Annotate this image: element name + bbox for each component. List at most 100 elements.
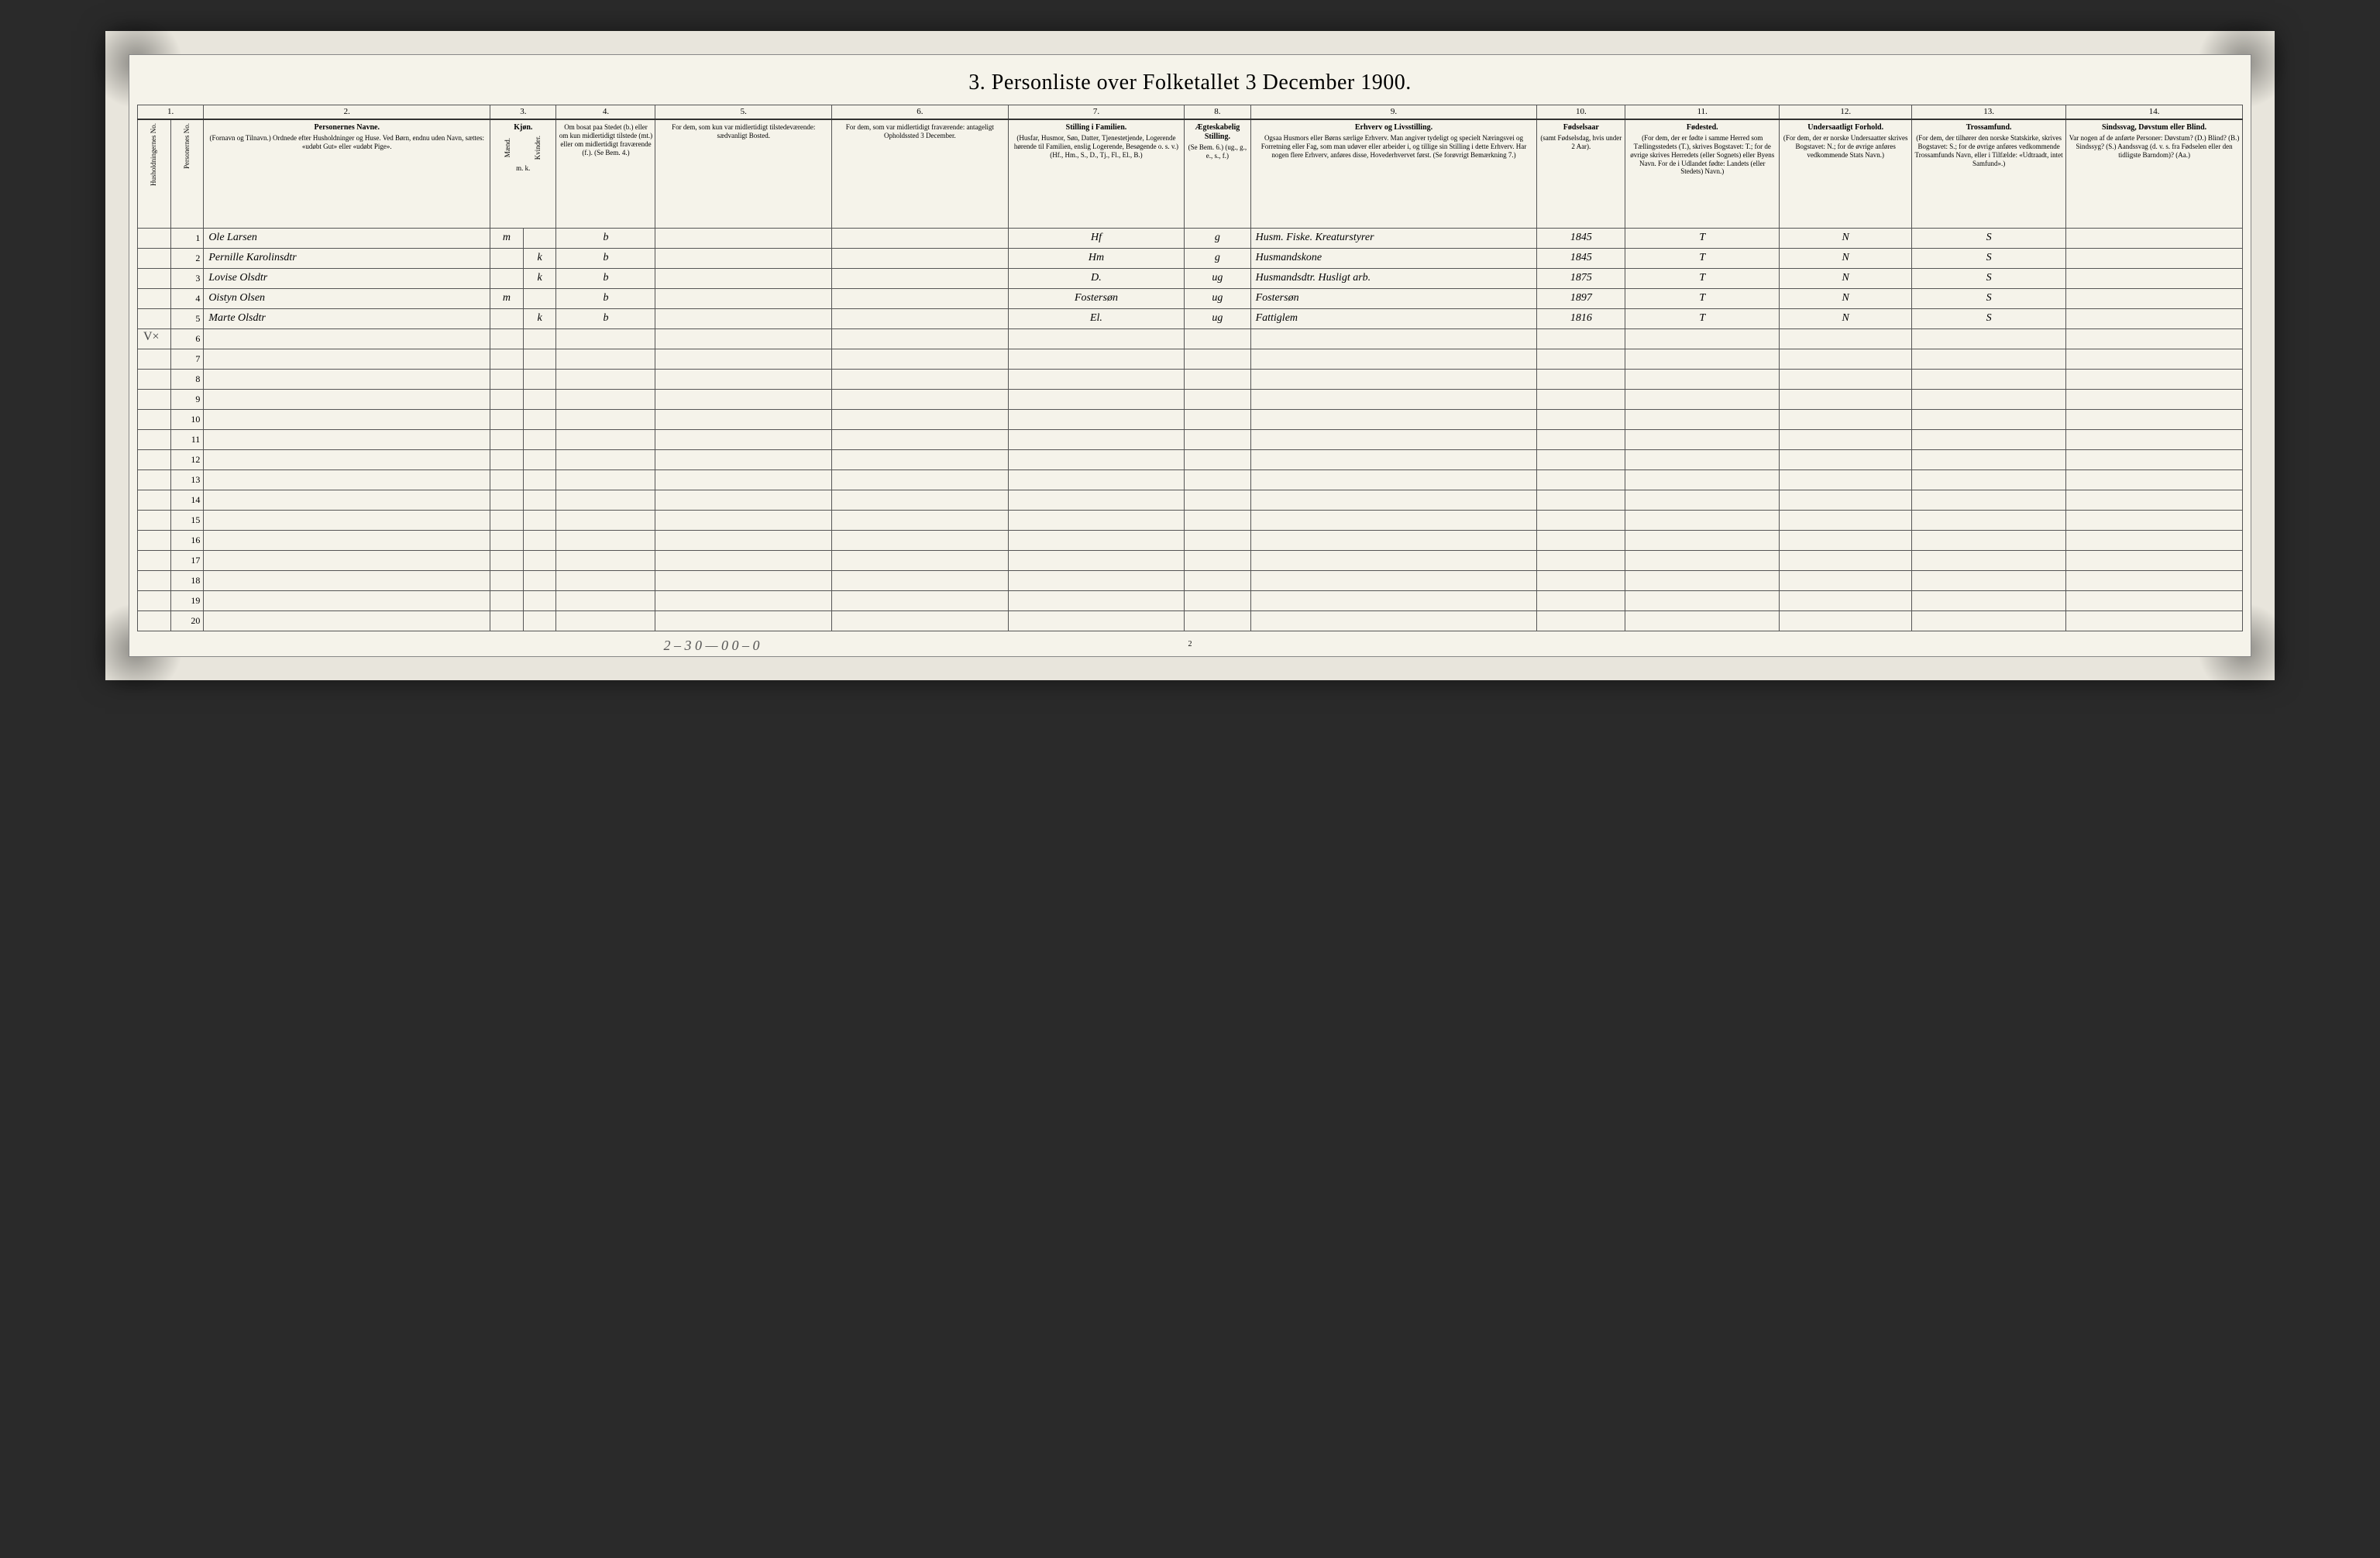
cell-household <box>138 530 171 550</box>
cell-male <box>490 248 524 268</box>
cell-person-no: 10 <box>170 409 204 429</box>
cell-disability <box>2066 288 2243 308</box>
header-names: Personernes Navne. (Fornavn og Tilnavn.)… <box>204 119 490 228</box>
cell-female: k <box>523 268 556 288</box>
col-num: 11. <box>1625 105 1780 120</box>
cell-disability <box>2066 308 2243 328</box>
cell-female: k <box>523 308 556 328</box>
header-family-position: Stilling i Familien. (Husfar, Husmor, Sø… <box>1008 119 1185 228</box>
cell-male: m <box>490 288 524 308</box>
cell-person-no: 6 <box>170 328 204 349</box>
header-household-no: Husholdningernes No. <box>138 119 171 228</box>
cell-family-pos: Hm <box>1008 248 1185 268</box>
table-row-empty: 17 <box>138 550 2243 570</box>
cell-family-pos: D. <box>1008 268 1185 288</box>
cell-temp-absent <box>832 288 1009 308</box>
header-nationality: Undersaatligt Forhold. (For dem, der er … <box>1780 119 1912 228</box>
cell-household <box>138 469 171 490</box>
cell-marital: ug <box>1185 268 1250 288</box>
census-table: 1. 2. 3. 4. 5. 6. 7. 8. 9. 10. 11. 12. 1… <box>137 105 2243 631</box>
cell-household <box>138 248 171 268</box>
table-row-empty: 20 <box>138 610 2243 631</box>
cell-person-no: 8 <box>170 369 204 389</box>
cell-household <box>138 409 171 429</box>
cell-birthyear: 1875 <box>1537 268 1625 288</box>
cell-faith: S <box>1912 248 2066 268</box>
cell-birthyear: 1897 <box>1537 288 1625 308</box>
header-sex: Kjøn. Mænd. Kvinder. m. k. <box>490 119 556 228</box>
cell-disability <box>2066 248 2243 268</box>
cell-person-no: 20 <box>170 610 204 631</box>
header-disability: Sindssvag, Døvstum eller Blind. Var noge… <box>2066 119 2243 228</box>
header-birthyear: Fødselsaar (samt Fødselsdag, hvis under … <box>1537 119 1625 228</box>
cell-person-no: 1 <box>170 228 204 248</box>
cell-household <box>138 590 171 610</box>
cell-household <box>138 228 171 248</box>
cell-person-no: 12 <box>170 449 204 469</box>
cell-person-no: 15 <box>170 510 204 530</box>
cell-occupation: Fostersøn <box>1250 288 1537 308</box>
cell-occupation: Husm. Fiske. Kreaturstyrer <box>1250 228 1537 248</box>
cell-person-no: 11 <box>170 429 204 449</box>
cell-nationality: N <box>1780 248 1912 268</box>
col-num: 13. <box>1912 105 2066 120</box>
cell-disability <box>2066 228 2243 248</box>
cell-birthyear: 1845 <box>1537 248 1625 268</box>
header-residence: Om bosat paa Stedet (b.) eller om kun mi… <box>556 119 655 228</box>
col-num: 12. <box>1780 105 1912 120</box>
header-temp-present: For dem, som kun var midlertidigt tilste… <box>655 119 832 228</box>
table-row-empty: 8 <box>138 369 2243 389</box>
table-row-empty: 15 <box>138 510 2243 530</box>
cell-marital: ug <box>1185 288 1250 308</box>
cell-temp-present <box>655 288 832 308</box>
cell-female <box>523 228 556 248</box>
cell-birthyear: 1816 <box>1537 308 1625 328</box>
table-row-empty: 9 <box>138 389 2243 409</box>
cell-name: Pernille Karolinsdtr <box>204 248 490 268</box>
scan-background: 3. Personliste over Folketallet 3 Decemb… <box>105 31 2275 680</box>
cell-marital: ug <box>1185 308 1250 328</box>
cell-person-no: 18 <box>170 570 204 590</box>
cell-household <box>138 550 171 570</box>
table-row-empty: 6 <box>138 328 2243 349</box>
cell-male <box>490 268 524 288</box>
cell-birthplace: T <box>1625 248 1780 268</box>
header-faith: Trossamfund. (For dem, der tilhører den … <box>1912 119 2066 228</box>
cell-residence: b <box>556 228 655 248</box>
cell-household <box>138 349 171 369</box>
cell-temp-present <box>655 248 832 268</box>
header-occupation: Erhverv og Livsstilling. Ogsaa Husmors e… <box>1250 119 1537 228</box>
col-num: 1. <box>138 105 204 120</box>
cell-name: Oistyn Olsen <box>204 288 490 308</box>
cell-occupation: Husmandskone <box>1250 248 1537 268</box>
table-body: 1Ole LarsenmbHfgHusm. Fiske. Kreaturstyr… <box>138 228 2243 631</box>
cell-residence: b <box>556 268 655 288</box>
cell-household <box>138 308 171 328</box>
cell-name: Marte Olsdtr <box>204 308 490 328</box>
table-row: 4Oistyn OlsenmbFostersønugFostersøn1897T… <box>138 288 2243 308</box>
cell-marital: g <box>1185 248 1250 268</box>
header-row: Husholdningernes No. Personernes No. Per… <box>138 119 2243 228</box>
cell-temp-absent <box>832 248 1009 268</box>
table-row: 1Ole LarsenmbHfgHusm. Fiske. Kreaturstyr… <box>138 228 2243 248</box>
page-number: 2 <box>137 640 2243 648</box>
cell-name: Ole Larsen <box>204 228 490 248</box>
cell-household <box>138 429 171 449</box>
cell-female: k <box>523 248 556 268</box>
col-num: 5. <box>655 105 832 120</box>
cell-household <box>138 268 171 288</box>
cell-residence: b <box>556 308 655 328</box>
cell-male: m <box>490 228 524 248</box>
table-row-empty: 16 <box>138 530 2243 550</box>
cell-nationality: N <box>1780 288 1912 308</box>
cell-disability <box>2066 268 2243 288</box>
cell-birthplace: T <box>1625 308 1780 328</box>
cell-person-no: 4 <box>170 288 204 308</box>
cell-nationality: N <box>1780 228 1912 248</box>
col-num: 3. <box>490 105 556 120</box>
cell-birthplace: T <box>1625 288 1780 308</box>
cell-person-no: 14 <box>170 490 204 510</box>
cell-temp-absent <box>832 268 1009 288</box>
cell-household <box>138 610 171 631</box>
column-number-row: 1. 2. 3. 4. 5. 6. 7. 8. 9. 10. 11. 12. 1… <box>138 105 2243 120</box>
